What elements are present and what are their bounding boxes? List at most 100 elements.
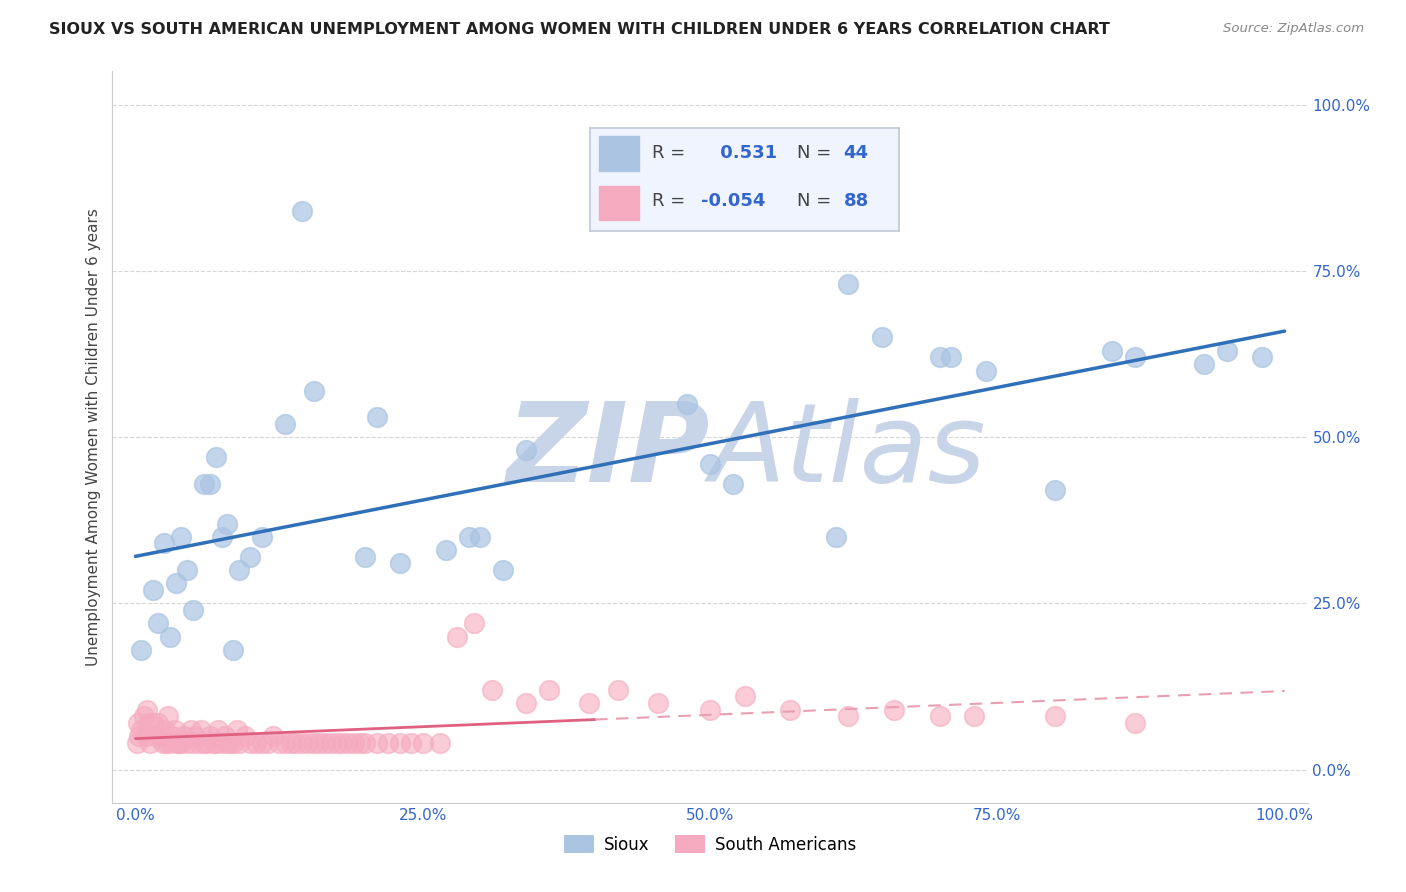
Point [148, 716, 170, 731]
Point [457, 530, 479, 544]
Point [193, 476, 215, 491]
Point [388, 736, 411, 750]
Point [291, 204, 314, 219]
Point [676, 397, 699, 411]
Point [463, 616, 485, 631]
Point [149, 729, 172, 743]
Point [195, 736, 218, 750]
Point [377, 736, 399, 750]
Point [184, 729, 207, 743]
Point [337, 736, 360, 750]
Point [153, 536, 176, 550]
Point [142, 716, 165, 731]
Point [302, 736, 325, 750]
Point [233, 729, 256, 743]
Point [218, 736, 240, 750]
Legend: Sioux, South Americans: Sioux, South Americans [557, 829, 863, 860]
Point [211, 736, 233, 750]
Point [207, 723, 229, 737]
Point [280, 736, 302, 750]
Point [354, 549, 377, 564]
Point [1043, 483, 1066, 498]
Point [721, 476, 744, 491]
Point [779, 703, 801, 717]
Text: R =: R = [652, 193, 685, 211]
Point [228, 563, 250, 577]
Point [285, 736, 308, 750]
Point [148, 616, 170, 631]
Point [538, 682, 561, 697]
Point [214, 729, 236, 743]
Point [354, 736, 377, 750]
Point [245, 736, 267, 750]
Text: SIOUX VS SOUTH AMERICAN UNEMPLOYMENT AMONG WOMEN WITH CHILDREN UNDER 6 YEARS COR: SIOUX VS SOUTH AMERICAN UNEMPLOYMENT AMO… [49, 22, 1111, 37]
Point [883, 703, 905, 717]
Text: Source: ZipAtlas.com: Source: ZipAtlas.com [1223, 22, 1364, 36]
Point [155, 736, 177, 750]
Point [291, 736, 314, 750]
Point [180, 723, 202, 737]
Point [492, 563, 515, 577]
Point [159, 736, 181, 750]
Point [872, 330, 894, 344]
Point [734, 690, 756, 704]
Point [127, 716, 149, 731]
Point [239, 736, 262, 750]
Point [145, 729, 167, 743]
Point [325, 736, 347, 750]
Point [128, 729, 150, 743]
Point [1123, 716, 1146, 731]
Point [187, 736, 209, 750]
Point [699, 703, 721, 717]
Point [825, 530, 848, 544]
Point [162, 729, 183, 743]
Point [129, 643, 152, 657]
Point [974, 363, 997, 377]
Point [366, 410, 388, 425]
Text: 44: 44 [844, 145, 869, 162]
Y-axis label: Unemployment Among Women with Children Under 6 years: Unemployment Among Women with Children U… [86, 208, 101, 666]
Point [941, 351, 963, 365]
Point [228, 736, 250, 750]
Bar [599, 186, 640, 220]
Point [515, 443, 537, 458]
Point [837, 277, 859, 292]
Point [269, 736, 291, 750]
Point [607, 682, 630, 697]
Text: 0.531: 0.531 [714, 145, 776, 162]
Point [170, 530, 193, 544]
Point [963, 709, 986, 723]
Point [1043, 709, 1066, 723]
Point [198, 729, 221, 743]
Point [239, 549, 262, 564]
Point [1216, 343, 1239, 358]
Point [366, 736, 388, 750]
Point [314, 736, 336, 750]
Text: N =: N = [797, 193, 831, 211]
Point [136, 703, 159, 717]
Point [152, 736, 174, 750]
Point [302, 384, 325, 398]
Bar [599, 136, 640, 171]
Point [125, 736, 148, 750]
Point [928, 709, 950, 723]
Point [434, 543, 457, 558]
Point [198, 476, 221, 491]
Point [217, 516, 239, 531]
Point [159, 630, 181, 644]
Point [1123, 351, 1146, 365]
Point [297, 736, 319, 750]
Point [470, 530, 492, 544]
Point [928, 351, 950, 365]
Point [1250, 351, 1272, 365]
Point [190, 723, 212, 737]
Point [166, 736, 188, 750]
Point [202, 736, 225, 750]
Text: -0.054: -0.054 [702, 193, 765, 211]
Point [262, 729, 284, 743]
Point [319, 736, 342, 750]
Point [222, 643, 245, 657]
Point [699, 457, 721, 471]
Point [330, 736, 353, 750]
Text: ZIP: ZIP [506, 398, 710, 505]
